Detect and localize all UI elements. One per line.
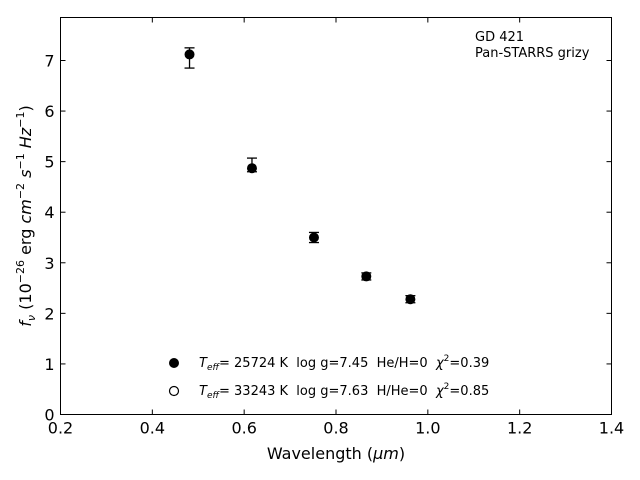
legend-marker-filled xyxy=(169,358,179,368)
y-tick-label: 2 xyxy=(44,304,54,323)
x-tick-label: 0.2 xyxy=(48,419,73,438)
y-label-exp2: −2 xyxy=(14,183,27,199)
y-tick-label: 3 xyxy=(44,254,54,273)
legend-entry-2: Teff= 33243 K log g=7.63 H/He=0 χ2=0.85 xyxy=(199,382,489,401)
axis-ticks: 0.2 0.4 0.6 0.8 1.0 1.2 1.4 0 1 2 3 4 5 6 7 xyxy=(44,17,624,438)
x-tick-label: 1.2 xyxy=(507,419,532,438)
x-axis-label-close: ) xyxy=(399,444,405,463)
legend-1-teff-sub: eff xyxy=(207,363,221,373)
legend: Teff= 25724 K log g=7.45 He/H=0 χ2=0.39 … xyxy=(168,354,489,401)
annotation: GD 421 Pan-STARRS grizy xyxy=(475,30,590,61)
plot-frame xyxy=(60,17,612,415)
legend-entry-1: Teff= 25724 K log g=7.45 He/H=0 χ2=0.39 xyxy=(199,354,489,373)
data-point xyxy=(184,49,195,60)
data-point xyxy=(361,271,372,282)
legend-2-teff-sub: eff xyxy=(207,391,221,401)
x-tick-label: 0.4 xyxy=(140,419,165,438)
y-label-close: ) xyxy=(16,105,35,111)
x-axis-label-unit: μm xyxy=(372,444,399,463)
legend-1-chi-val: =0.39 xyxy=(449,356,489,371)
data-points xyxy=(184,47,416,305)
y-label-erg: erg xyxy=(16,224,35,260)
y-label-cm: cm xyxy=(16,199,35,223)
y-label-open: (10 xyxy=(16,283,35,315)
y-label-exp1: −26 xyxy=(14,260,27,283)
x-tick-label: 1.4 xyxy=(599,419,624,438)
legend-1-chi: χ xyxy=(435,356,445,371)
y-label-s: s xyxy=(16,170,35,178)
legend-1-text: = 25724 K log g=7.45 He/H=0 xyxy=(219,356,436,371)
x-axis-label-text: Wavelength ( xyxy=(267,444,373,463)
x-axis-label: Wavelength (μm) xyxy=(267,444,405,463)
y-tick-label: 1 xyxy=(44,355,54,374)
data-point xyxy=(308,232,319,243)
legend-2-chi-val: =0.85 xyxy=(449,384,489,399)
x-tick-label: 0.6 xyxy=(231,419,256,438)
y-tick-label: 4 xyxy=(44,203,54,222)
y-axis-label: fν (10−26 erg cm−2 s−1 Hz−1) xyxy=(14,105,38,326)
annotation-line-1: GD 421 xyxy=(475,30,524,45)
y-tick-label: 0 xyxy=(44,406,54,425)
y-label-hz: Hz xyxy=(16,127,35,148)
data-point xyxy=(246,163,257,174)
y-label-exp4: −1 xyxy=(14,112,27,128)
legend-2-text: = 33243 K log g=7.63 H/He=0 xyxy=(219,384,436,399)
y-label-nu: ν xyxy=(25,315,38,321)
y-label-f: f xyxy=(16,319,35,327)
legend-marker-open xyxy=(168,385,180,397)
annotation-line-2: Pan-STARRS grizy xyxy=(475,46,590,61)
legend-2-chi: χ xyxy=(435,384,445,399)
legend-1-teff: T xyxy=(199,356,208,371)
y-label-exp3: −1 xyxy=(14,153,27,169)
legend-1-chi-sup: 2 xyxy=(444,354,450,364)
y-tick-label: 6 xyxy=(44,102,54,121)
y-tick-label: 7 xyxy=(44,51,54,70)
x-tick-label: 0.8 xyxy=(323,419,348,438)
legend-2-chi-sup: 2 xyxy=(444,382,450,392)
x-tick-label: 1.0 xyxy=(415,419,440,438)
y-tick-label: 5 xyxy=(44,153,54,172)
data-point xyxy=(405,294,416,305)
legend-2-teff: T xyxy=(199,384,208,399)
